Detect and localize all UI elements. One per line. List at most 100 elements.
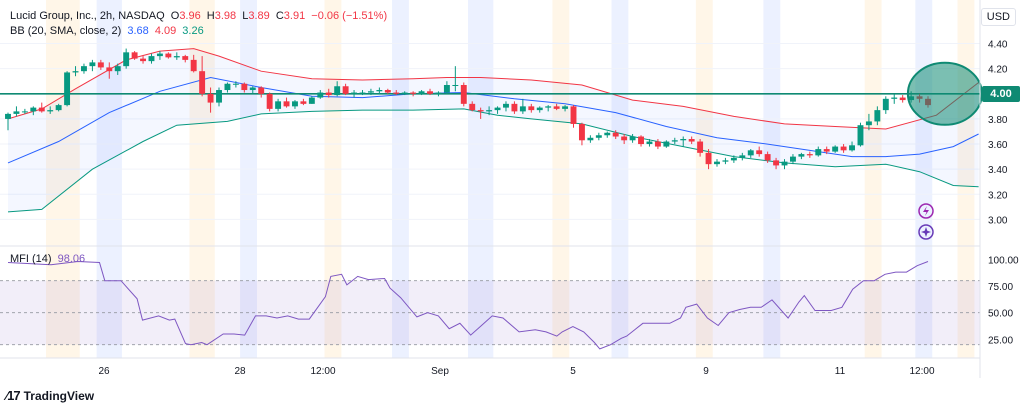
candle[interactable] [207, 87, 214, 113]
tradingview-logo[interactable]: ⁄17 TradingView [6, 388, 94, 403]
mfi-scale[interactable]: 100.00 75.00 50.00 25.00 [988, 255, 1019, 346]
candle[interactable] [722, 157, 729, 165]
candle[interactable] [536, 106, 543, 113]
candle[interactable] [89, 59, 96, 72]
candle[interactable] [123, 48, 130, 69]
candle[interactable] [823, 146, 830, 155]
candle[interactable] [654, 139, 661, 150]
candle[interactable] [477, 107, 484, 119]
candle[interactable] [460, 82, 467, 107]
currency-button[interactable]: USD [980, 8, 1016, 26]
candle[interactable] [629, 134, 636, 143]
candle[interactable] [308, 96, 315, 104]
candle[interactable] [570, 105, 577, 128]
candle[interactable] [528, 103, 535, 113]
candle[interactable] [494, 106, 501, 114]
candle[interactable] [376, 87, 383, 94]
candle[interactable] [832, 145, 839, 153]
candle[interactable] [47, 106, 54, 114]
candle[interactable] [325, 88, 332, 98]
candle[interactable] [815, 146, 822, 157]
candle[interactable] [232, 81, 239, 88]
candle[interactable] [553, 103, 560, 111]
candle[interactable] [283, 97, 290, 108]
candle[interactable] [857, 122, 864, 147]
candle[interactable] [182, 54, 189, 63]
candle[interactable] [216, 87, 222, 107]
candle[interactable] [106, 62, 113, 79]
candle[interactable] [317, 90, 324, 99]
candle[interactable] [266, 92, 273, 112]
candle[interactable] [300, 98, 307, 106]
candle[interactable] [840, 144, 847, 153]
candle[interactable] [81, 63, 87, 74]
bb-legend[interactable]: BB (20, SMA, close, 2) 3.68 4.09 3.26 [10, 25, 207, 37]
candle[interactable] [359, 90, 366, 96]
candle[interactable] [621, 134, 628, 145]
candle[interactable] [148, 53, 155, 64]
price-scale[interactable]: 4.404.204.003.803.603.403.203.00 [988, 40, 1008, 227]
candle[interactable] [899, 95, 906, 103]
candle[interactable] [781, 159, 788, 170]
candle[interactable] [739, 152, 746, 161]
candle[interactable] [275, 98, 282, 112]
candle[interactable] [705, 149, 712, 170]
candle[interactable] [486, 106, 493, 116]
candle[interactable] [114, 63, 121, 75]
candle[interactable] [562, 105, 569, 112]
candle[interactable] [443, 81, 450, 94]
candle[interactable] [351, 90, 358, 98]
candle[interactable] [595, 132, 602, 141]
candle[interactable] [258, 86, 265, 98]
candle[interactable] [165, 52, 172, 59]
candle[interactable] [519, 98, 526, 114]
candle[interactable] [578, 122, 585, 146]
candle[interactable] [874, 106, 881, 126]
candle[interactable] [882, 96, 889, 114]
candle[interactable] [427, 88, 433, 96]
candle[interactable] [798, 152, 805, 160]
candle[interactable] [13, 106, 20, 117]
candle[interactable] [849, 141, 855, 152]
time-scale[interactable]: 26 28 12:00 Sep 5 9 11 12:00 [98, 366, 935, 377]
candle[interactable] [131, 51, 138, 60]
candle[interactable] [401, 91, 408, 96]
candle[interactable] [688, 136, 695, 145]
candle[interactable] [806, 151, 813, 158]
candle[interactable] [747, 149, 754, 158]
candle[interactable] [790, 154, 796, 165]
candle[interactable] [587, 135, 594, 143]
candle[interactable] [730, 155, 737, 163]
candle[interactable] [697, 139, 704, 157]
candle[interactable] [241, 82, 248, 93]
candle[interactable] [663, 140, 670, 148]
candle[interactable] [224, 82, 231, 93]
candle[interactable] [865, 113, 872, 131]
candle[interactable] [173, 52, 180, 60]
candle[interactable] [638, 135, 644, 147]
candle[interactable] [773, 157, 780, 170]
candle[interactable] [249, 86, 256, 94]
candle[interactable] [334, 81, 341, 97]
candle[interactable] [671, 137, 678, 145]
candle[interactable] [342, 83, 349, 96]
candle[interactable] [646, 139, 653, 147]
candle[interactable] [292, 100, 298, 109]
candle[interactable] [5, 112, 11, 131]
candle[interactable] [764, 151, 771, 163]
candle[interactable] [38, 102, 45, 113]
candle[interactable] [367, 88, 374, 96]
candle[interactable] [97, 59, 104, 70]
symbol-title[interactable]: Lucid Group, Inc., 2h, NASDAQ [10, 10, 165, 22]
candle[interactable] [21, 108, 28, 114]
candle[interactable] [64, 71, 71, 107]
target-icon[interactable] [918, 224, 934, 240]
candle[interactable] [545, 105, 552, 112]
candle[interactable] [511, 101, 518, 114]
candle[interactable] [410, 91, 417, 97]
candle[interactable] [469, 101, 476, 112]
candle[interactable] [680, 136, 687, 147]
flash-icon[interactable] [918, 203, 934, 219]
candle[interactable] [435, 91, 442, 97]
candle[interactable] [140, 56, 146, 64]
